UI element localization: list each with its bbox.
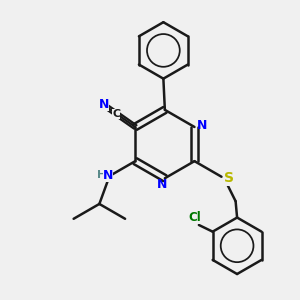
Text: S: S [224,171,234,185]
Text: N: N [157,178,167,191]
Text: N: N [98,98,109,111]
Text: H: H [98,169,107,179]
Text: N: N [197,119,207,132]
Text: Cl: Cl [188,211,201,224]
Text: C: C [112,109,120,118]
Text: N: N [103,169,113,182]
